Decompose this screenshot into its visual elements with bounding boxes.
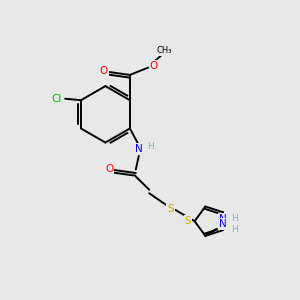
Text: S: S: [167, 204, 174, 214]
Text: N: N: [219, 219, 226, 229]
Text: O: O: [105, 164, 113, 175]
Text: CH₃: CH₃: [157, 46, 172, 55]
Text: H: H: [231, 224, 238, 233]
Text: H: H: [231, 214, 238, 224]
Text: N: N: [135, 144, 143, 154]
Text: N: N: [219, 214, 226, 224]
Text: O: O: [100, 66, 108, 76]
Text: Cl: Cl: [51, 94, 62, 104]
Text: N: N: [219, 219, 227, 229]
Text: H: H: [147, 142, 154, 151]
Text: O: O: [149, 61, 158, 71]
Text: S: S: [185, 216, 191, 226]
